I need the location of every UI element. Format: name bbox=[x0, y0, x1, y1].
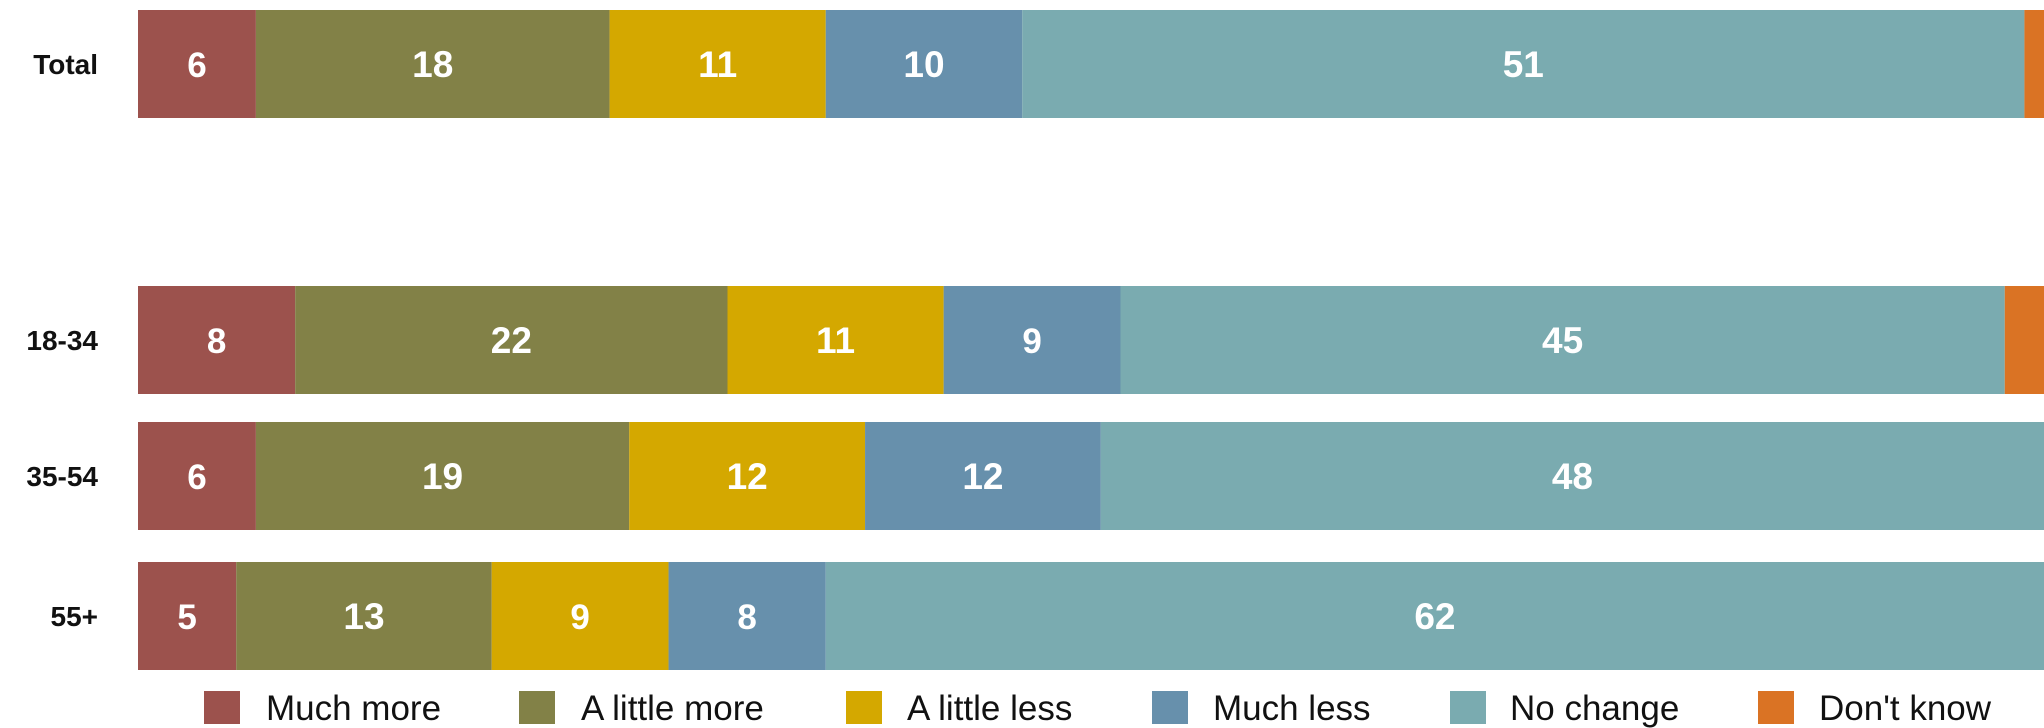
row-total-much-less-value-label: 10 bbox=[903, 44, 944, 85]
legend-label-no-change: No change bbox=[1510, 689, 1679, 728]
row-18-34-a-little-less-value-label: 11 bbox=[816, 320, 855, 361]
legend-swatch-a-little-less bbox=[846, 691, 882, 724]
row-35-54-label: 35-54 bbox=[26, 461, 98, 492]
row-55-much-less-value-label: 8 bbox=[737, 598, 756, 637]
row-18-34-a-little-more-value-label: 22 bbox=[491, 320, 532, 361]
row-35-54-a-little-less-value-label: 12 bbox=[727, 456, 768, 497]
legend-label-don-t-know: Don't know bbox=[1819, 689, 1992, 728]
legend-label-much-less: Much less bbox=[1213, 689, 1371, 728]
legend-label-a-little-more: A little more bbox=[581, 689, 764, 728]
row-55-a-little-more-value-label: 13 bbox=[343, 596, 384, 637]
row-total-a-little-more-value-label: 18 bbox=[412, 44, 453, 85]
bars-group: 6181110514822119455619121248351398623 bbox=[138, 10, 2044, 670]
legend: Much more A little more A little less Much … bbox=[204, 689, 1992, 728]
row-18-34-much-more-value-label: 8 bbox=[207, 322, 226, 361]
row-35-54-much-less-value-label: 12 bbox=[962, 456, 1003, 497]
row-55-much-more-value-label: 5 bbox=[177, 598, 196, 637]
row-total-a-little-less-value-label: 11 bbox=[698, 44, 737, 85]
row-35-54-no-change-value-label: 48 bbox=[1552, 456, 1593, 497]
legend-swatch-much-less bbox=[1152, 691, 1188, 724]
legend-label-much-more: Much more bbox=[266, 689, 441, 728]
legend-swatch-much-more bbox=[204, 691, 240, 724]
row-55-no-change-value-label: 62 bbox=[1414, 596, 1455, 637]
row-55-a-little-less-value-label: 9 bbox=[570, 598, 589, 637]
row-total-much-more-value-label: 6 bbox=[187, 46, 206, 85]
row-18-34-don-t-know-bar bbox=[2005, 286, 2044, 394]
row-18-34-much-less-value-label: 9 bbox=[1022, 322, 1041, 361]
row-18-34-label: 18-34 bbox=[26, 325, 98, 356]
row-total-no-change-value-label: 51 bbox=[1503, 44, 1544, 85]
legend-swatch-no-change bbox=[1450, 691, 1486, 724]
legend-swatch-a-little-more bbox=[519, 691, 555, 724]
row-55-label: 55+ bbox=[51, 601, 99, 632]
legend-label-a-little-less: A little less bbox=[907, 689, 1072, 728]
legend-swatch-don-t-know bbox=[1758, 691, 1794, 724]
row-35-54-much-more-value-label: 6 bbox=[187, 458, 206, 497]
row-35-54-a-little-more-value-label: 19 bbox=[422, 456, 463, 497]
row-18-34-no-change-value-label: 45 bbox=[1542, 320, 1583, 361]
row-total-don-t-know-bar bbox=[2024, 10, 2044, 118]
row-total-label: Total bbox=[33, 49, 98, 80]
row-labels-group: Total 18-34 35-54 55+ bbox=[26, 49, 98, 632]
